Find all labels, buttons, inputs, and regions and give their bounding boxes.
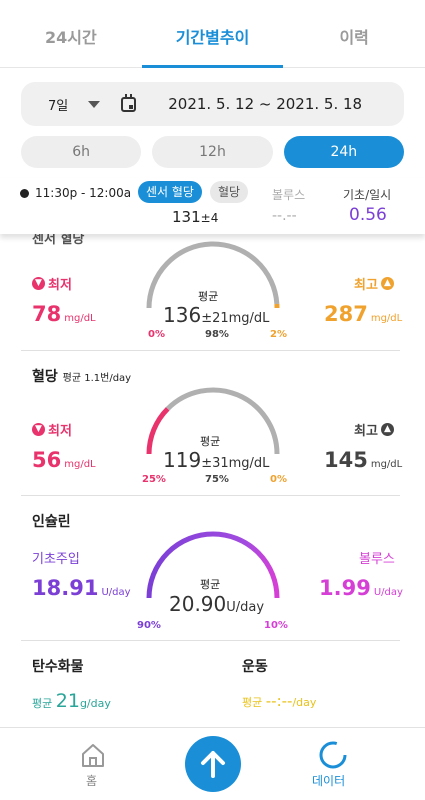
bg-pct-high: 0% <box>270 474 287 485</box>
bg-max-label: 최고 ▲ <box>354 420 394 439</box>
tab-trend[interactable]: 기간별추이 <box>141 0 284 68</box>
bottom-nav: 홈 데이터 <box>0 727 425 800</box>
time-range-label: 11:30p - 12:00a <box>35 186 132 200</box>
bg-min-value: 56 mg/dL <box>32 448 96 472</box>
insulin-gauge-arc <box>146 531 280 599</box>
sensor-section-title: 센서 혈당 <box>32 232 85 247</box>
chip-sensor-bg[interactable]: 센서 혈당 <box>138 181 202 203</box>
arrow-up-icon <box>201 751 225 778</box>
bg-min-label: ▼ 최저 <box>32 420 72 439</box>
arrow-up-icon: ▲ <box>380 277 394 290</box>
sensor-pct-low: 0% <box>148 329 165 340</box>
arrow-up-icon: ▲ <box>380 423 394 436</box>
tab-bar: 24시간 기간별추이 이력 <box>0 0 425 68</box>
sensor-min-value: 78 mg/dL <box>32 302 96 326</box>
insulin-basal-value: 18.91 U/day <box>32 576 131 600</box>
tab-history[interactable]: 이력 <box>339 28 369 47</box>
divider <box>21 495 400 496</box>
exercise-avg: 평균 --:--/day <box>242 692 317 710</box>
chevron-down-icon[interactable] <box>88 100 101 108</box>
bg-gauge-low-arc <box>146 406 170 455</box>
divider <box>21 350 400 351</box>
sensor-max-value: 287 mg/dL <box>324 302 403 326</box>
segment-12h[interactable]: 12h <box>152 136 273 168</box>
bg-avg-label: 평균 <box>200 435 221 448</box>
home-icon[interactable] <box>80 742 106 768</box>
sensor-pct-high: 2% <box>270 329 287 340</box>
bg-pct-low: 25% <box>142 474 166 485</box>
sensor-gauge <box>146 241 280 309</box>
data-ring-icon[interactable] <box>318 740 348 770</box>
sensor-avg-label: 평균 <box>198 290 219 303</box>
summary-basal-label: 기초/일시 <box>343 188 392 202</box>
divider <box>21 640 400 641</box>
summary-cgm-value: 131±4 <box>172 208 219 226</box>
hour-segment: 6h 12h 24h <box>21 136 404 168</box>
summary-bolus-value: --.-- <box>272 208 297 224</box>
date-range-text[interactable]: 2021. 5. 12 ~ 2021. 5. 18 <box>168 95 363 113</box>
arrow-down-icon: ▼ <box>32 423 45 436</box>
tab-24h[interactable]: 24시간 <box>44 28 97 47</box>
insulin-gauge <box>146 531 280 599</box>
exercise-title: 운동 <box>242 659 268 675</box>
time-dot-icon <box>20 189 29 198</box>
segment-24h[interactable]: 24h <box>283 136 404 168</box>
upload-button[interactable] <box>185 736 241 792</box>
segment-6h[interactable]: 6h <box>21 136 142 168</box>
insulin-avg-label: 평균 <box>200 578 221 591</box>
chip-bg[interactable]: 혈당 <box>210 181 249 203</box>
insulin-pct-bolus: 10% <box>264 620 288 631</box>
nav-data-label[interactable]: 데이터 <box>312 774 346 788</box>
bg-avg-value: 119±31mg/dL <box>163 448 270 472</box>
bg-gauge <box>146 387 280 455</box>
sensor-min-label: ▼ 최저 <box>32 274 72 293</box>
insulin-pct-basal: 90% <box>137 620 161 631</box>
insulin-bolus-value: 1.99 U/day <box>319 576 403 600</box>
carbs-title: 탄수화물 <box>32 659 84 675</box>
summary-basal-value: 0.56 <box>349 205 387 225</box>
sensor-pct-in: 98% <box>205 329 229 340</box>
summary-row: 11:30p - 12:00a 센서 혈당 혈당 131±4 볼루스 --.--… <box>0 178 425 234</box>
carbs-avg: 평균 21g/day <box>32 690 111 712</box>
bg-pct-in: 75% <box>205 474 229 485</box>
sensor-gauge-in-arc <box>146 241 280 309</box>
insulin-section-title: 인슐린 <box>32 514 71 530</box>
calendar-icon[interactable] <box>121 93 137 112</box>
date-range-bar: 7일 2021. 5. 12 ~ 2021. 5. 18 <box>21 82 404 126</box>
summary-bolus-label: 볼루스 <box>272 188 306 202</box>
insulin-avg-value: 20.90U/day <box>169 592 265 616</box>
bg-gauge-in-arc <box>165 387 280 455</box>
bg-max-value: 145 mg/dL <box>324 448 403 472</box>
period-select[interactable]: 7일 <box>48 98 69 114</box>
arrow-down-icon: ▼ <box>32 277 45 290</box>
nav-home-label[interactable]: 홈 <box>86 774 98 788</box>
bg-section-title: 혈당 평균 1.1번/day <box>32 369 132 385</box>
insulin-bolus-label: 볼루스 <box>359 552 395 567</box>
insulin-basal-label: 기초주입 <box>32 552 80 567</box>
sensor-avg-value: 136±21mg/dL <box>163 303 270 327</box>
sensor-max-label: 최고 ▲ <box>354 274 394 293</box>
